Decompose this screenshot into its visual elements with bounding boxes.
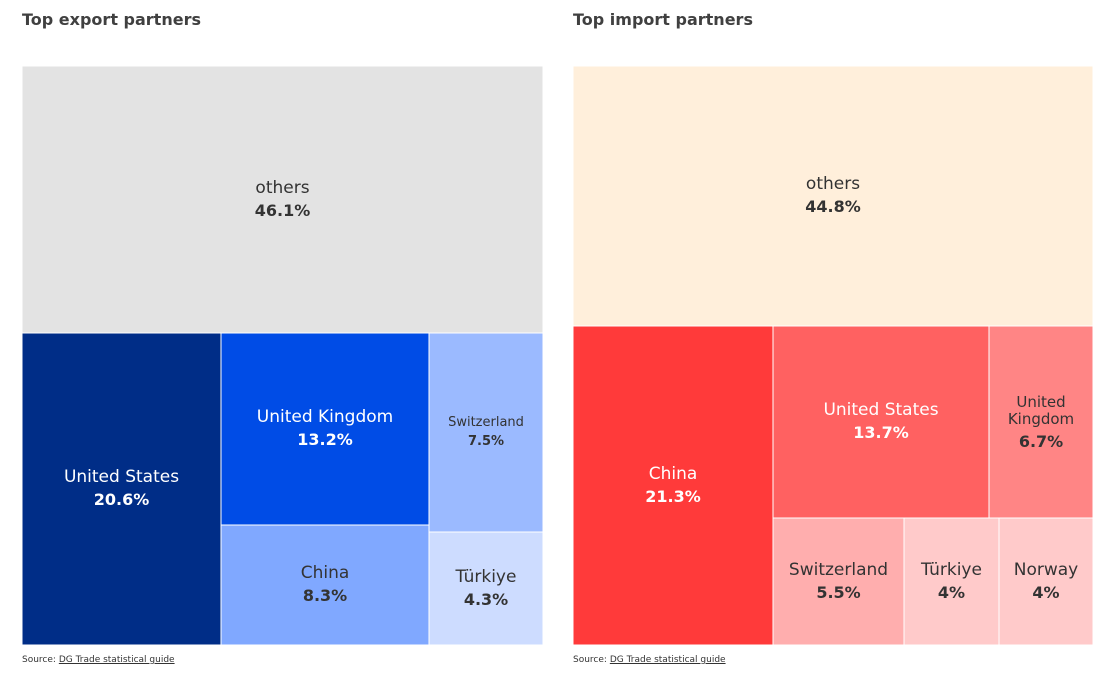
treemap-cell-united-kingdom[interactable]: United Kingdom 13.2% [221,333,429,525]
cell-name: Switzerland [448,415,524,430]
treemap-cell-united-states[interactable]: United States 20.6% [22,333,221,645]
export-title: Top export partners [22,10,201,29]
treemap-cell-t-rkiye[interactable]: Türkiye 4% [904,518,999,645]
treemap-cell-united-kingdom[interactable]: United Kingdom 6.7% [989,326,1093,518]
cell-name: United Kingdom [256,407,394,427]
cell-value: 5.5% [816,582,861,602]
cell-value: 4.3% [463,589,509,609]
import-source: Source: DG Trade statistical guide [573,655,726,665]
treemap-cell-others[interactable]: others 44.8% [573,66,1093,326]
export-treemap: others 46.1% United States 20.6% United King… [22,66,543,645]
cell-value: 46.1% [254,200,311,220]
cell-name: United States [823,400,939,420]
cell-value: 8.3% [302,586,348,605]
cell-name: Switzerland [788,559,889,580]
treemap-cell-china[interactable]: China 8.3% [221,525,429,645]
export-source: Source: DG Trade statistical guide [22,655,175,665]
cell-value: 20.6% [93,490,150,509]
cell-name: Norway [1013,559,1079,580]
source-prefix: Source: [22,655,56,665]
treemap-cell-china[interactable]: China 21.3% [573,326,773,645]
source-link[interactable]: DG Trade statistical guide [609,655,726,665]
cell-name: China [300,563,350,583]
cell-value: 4% [937,582,966,602]
cell-name: China [648,463,698,484]
cell-name: others [255,177,310,198]
treemap-cell-switzerland[interactable]: Switzerland 7.5% [429,333,543,532]
treemap-cell-switzerland[interactable]: Switzerland 5.5% [773,518,904,645]
cell-value: 13.7% [853,423,909,442]
import-title: Top import partners [573,10,753,29]
source-link[interactable]: DG Trade statistical guide [58,655,175,665]
cell-value: 13.2% [297,430,353,449]
cell-name: United Kingdom [1007,392,1075,428]
cell-name: Türkiye [455,566,517,587]
treemap-cell-united-states[interactable]: United States 13.7% [773,326,989,518]
treemap-cell-norway[interactable]: Norway 4% [999,518,1093,645]
cell-name: United States [63,467,180,487]
cell-value: 7.5% [467,434,505,449]
source-prefix: Source: [573,655,607,665]
cell-value: 6.7% [1018,431,1064,451]
cell-value: 4% [1032,582,1060,602]
treemap-cell-t-rkiye[interactable]: Türkiye 4.3% [429,532,543,645]
treemap-cell-others[interactable]: others 46.1% [22,66,543,333]
import-treemap: others 44.8% China 21.3% United States 13.7% U… [573,66,1093,645]
cell-value: 21.3% [645,486,701,506]
cell-name: others [805,174,861,194]
cell-name: Türkiye [921,559,982,580]
cell-value: 44.8% [805,197,861,216]
